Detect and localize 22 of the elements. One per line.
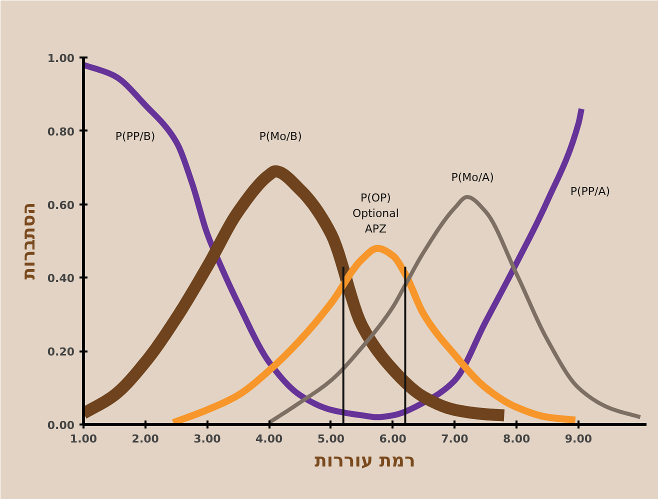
y-axis-title: הסתברות: [18, 202, 40, 280]
x-tick-label: 2.00: [132, 432, 160, 446]
y-tick-label: 0.40: [47, 272, 75, 286]
x-tick-label: 5.00: [317, 432, 345, 446]
x-tick-label: 1.00: [70, 432, 98, 446]
x-tick-label: 7.00: [441, 432, 469, 446]
annotation: P(Mo/A): [451, 171, 494, 184]
annotation: P(Mo/B): [259, 130, 302, 143]
x-tick-label: 9.00: [564, 432, 592, 446]
x-tick-label: 4.00: [256, 432, 284, 446]
x-tick-label: 6.00: [379, 432, 407, 446]
annotation: P(PP/B): [115, 130, 156, 143]
annotation: P(OP) Optional APZ: [352, 191, 399, 236]
y-tick-label: 0.00: [47, 419, 75, 432]
y-tick-label: 0.60: [47, 198, 75, 212]
annotation: P(PP/A): [570, 184, 610, 198]
x-tick-label: 3.00: [194, 432, 222, 446]
y-tick-label: 0.20: [47, 346, 75, 359]
x-axis-title: רמת עוררות: [314, 450, 416, 472]
y-tick-label: 1.00: [47, 52, 75, 65]
y-tick-label: 0.80: [47, 125, 75, 138]
x-tick-label: 8.00: [503, 432, 530, 446]
